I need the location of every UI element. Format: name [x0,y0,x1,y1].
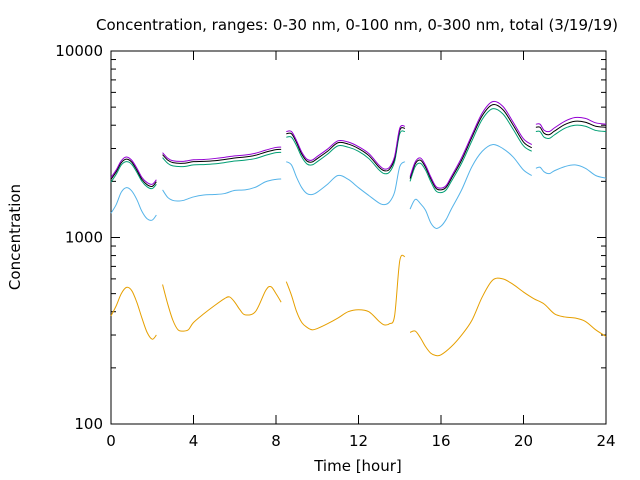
x-tick-label: 20 [514,432,533,450]
series-0-line [110,286,157,340]
series-0-line [162,284,282,332]
x-tick-label: 24 [596,432,615,450]
x-tick-label: 12 [349,432,368,450]
x-tick-label: 8 [271,432,281,450]
series-4-line [535,116,607,133]
y-axis-ticks: 100 1000 10000 [55,42,606,433]
chart-title: Concentration, ranges: 0-30 nm, 0-100 nm… [96,16,618,34]
series-1-line [286,161,406,206]
series-2-line [110,161,157,190]
y-tick-label: 100 [74,415,103,433]
series-4-line [409,100,533,189]
x-axis-ticks: 0 4 8 12 16 20 24 [106,51,616,450]
series-2-line [286,130,406,175]
series-2-line [409,108,533,194]
series-4-line [110,156,157,185]
x-tick-label: 16 [431,432,450,450]
series-1-line [162,178,282,202]
x-tick-label: 4 [189,432,199,450]
series-3-line [162,148,282,164]
series-3-line [286,127,406,172]
series-3-line [535,120,607,136]
y-tick-label: 1000 [65,229,103,247]
plot-frame [110,50,607,425]
y-tick-label: 10000 [55,42,103,60]
series-2-line [162,151,282,168]
series-3-line [110,158,157,187]
series-1-line [110,187,157,221]
series-4-line [286,125,406,170]
series-1-line [409,144,533,229]
series-3-line [409,104,533,191]
series-layer [110,100,607,357]
series-0-line [285,254,406,331]
series-0-line [409,277,607,357]
x-axis-label: Time [hour] [313,457,402,475]
series-2-line [535,124,607,140]
series-1-line [535,164,607,179]
series-4-line [162,146,282,162]
y-axis-label: Concentration [6,184,24,290]
x-tick-label: 0 [106,432,116,450]
